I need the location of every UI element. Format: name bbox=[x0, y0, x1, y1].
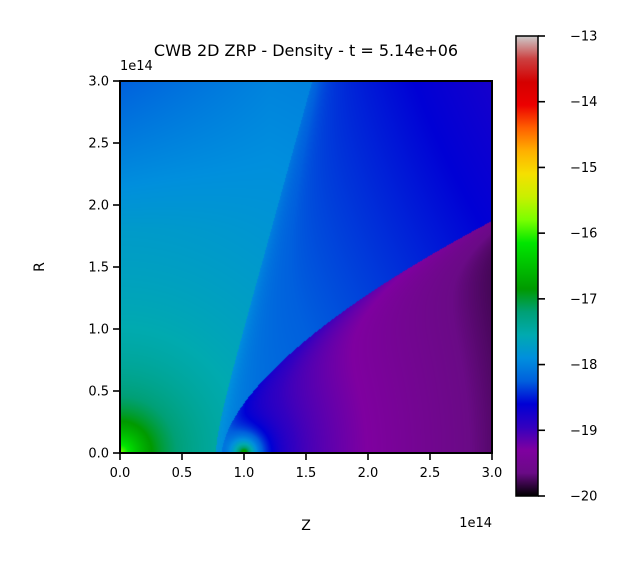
y-tick-label: 1.5 bbox=[88, 261, 109, 276]
x-offset-label: 1e14 bbox=[459, 516, 492, 531]
colorbar-tick-label: −15 bbox=[570, 161, 597, 176]
x-tick-label: 2.0 bbox=[358, 466, 379, 481]
x-tick-label: 1.0 bbox=[234, 466, 255, 481]
x-axis: 0.0 0.5 1.0 1.5 2.0 2.5 3.0 bbox=[110, 453, 503, 481]
colorbar-tick-label: −19 bbox=[570, 424, 597, 439]
x-tick-label: 2.5 bbox=[420, 466, 441, 481]
y-axis: 0.0 0.5 1.0 1.5 2.0 2.5 3.0 bbox=[88, 75, 120, 462]
colorbar bbox=[515, 35, 539, 497]
x-axis-label: Z bbox=[301, 518, 311, 534]
x-tick-label: 1.5 bbox=[296, 466, 317, 481]
colorbar-tick-label: −20 bbox=[570, 490, 597, 505]
y-offset-label: 1e14 bbox=[120, 59, 153, 74]
colorbar-tick-label: −14 bbox=[570, 95, 597, 110]
y-axis-label: R bbox=[32, 262, 48, 272]
colorbar-tick-label: −17 bbox=[570, 292, 597, 307]
y-tick-label: 3.0 bbox=[88, 75, 109, 90]
y-tick-label: 1.0 bbox=[88, 323, 109, 338]
x-tick-label: 0.0 bbox=[110, 466, 131, 481]
colorbar-tick-label: −16 bbox=[570, 227, 597, 242]
colorbar-axis: −20 −19 −18 −17 −16 −15 −14 −13 bbox=[538, 30, 597, 505]
colorbar-tick-label: −18 bbox=[570, 358, 597, 373]
chart-title: CWB 2D ZRP - Density - t = 5.14e+06 bbox=[154, 41, 458, 60]
colorbar-tick-label: −13 bbox=[570, 30, 597, 45]
y-tick-label: 0.5 bbox=[88, 385, 109, 400]
density-heatmap bbox=[120, 81, 492, 453]
y-tick-label: 0.0 bbox=[88, 447, 109, 462]
x-tick-label: 0.5 bbox=[172, 466, 193, 481]
x-tick-label: 3.0 bbox=[482, 466, 503, 481]
y-tick-label: 2.0 bbox=[88, 199, 109, 214]
y-tick-label: 2.5 bbox=[88, 137, 109, 152]
